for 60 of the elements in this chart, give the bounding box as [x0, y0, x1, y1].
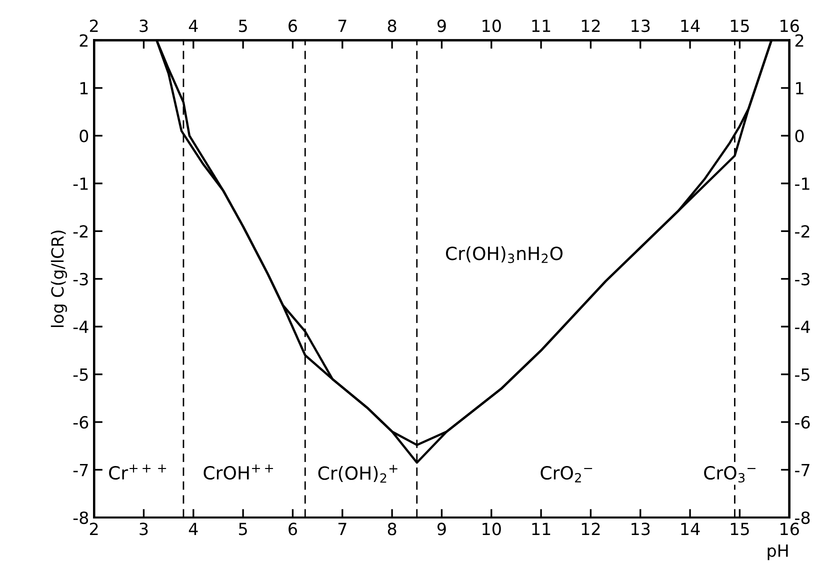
x-tick-label: 16	[780, 522, 799, 536]
y-tick-label: 0	[80, 130, 88, 142]
annotation: Cr(OH)$_{3}$nH$_{2}$O	[446, 246, 563, 264]
y2-tick-label: -6	[795, 416, 810, 429]
x2-tick-label: 7	[338, 20, 346, 32]
y2-tick-label: 0	[795, 130, 804, 142]
y2-tick-label: 1	[796, 82, 804, 94]
x-tick-label: 13	[632, 522, 650, 536]
x-tick-label: 10	[482, 522, 501, 536]
x2-tick-label: 13	[632, 20, 650, 32]
y2-tick-label: -3	[795, 272, 810, 286]
y2-tick-label: -4	[795, 320, 810, 333]
x-tick-label: 7	[338, 522, 346, 536]
x2-tick-label: 6	[288, 20, 297, 32]
x-tick-label: 5	[239, 522, 247, 536]
x-axis-title: pH	[768, 544, 788, 560]
y2-tick-label: -2	[795, 225, 810, 238]
y-tick-label: -3	[73, 272, 88, 286]
y2-tick-label: -7	[795, 464, 810, 476]
y-tick-label: 2	[80, 34, 88, 47]
x2-tick-label: 9	[437, 20, 446, 32]
x-tick-label: 8	[388, 522, 396, 536]
x-tick-label: 4	[188, 522, 198, 536]
y-tick-label: -4	[73, 320, 88, 333]
y-tick-label: -1	[73, 178, 88, 190]
annotation: CrO$_{3}$$^{−}$	[704, 466, 756, 483]
x2-tick-label: 8	[388, 20, 396, 32]
x-tick-label: 14	[681, 522, 700, 536]
x-tick-label: 12	[582, 522, 600, 536]
annotation: CrO$_{2}$$^{−}$	[540, 466, 592, 482]
y2-tick-label: -1	[795, 178, 810, 190]
y2-tick-label: -5	[795, 368, 810, 381]
annotation: Cr(OH)$_{2}$$^{+}$	[318, 464, 398, 483]
x2-tick-label: 12	[582, 20, 600, 32]
x2-tick-label: 16	[780, 20, 799, 32]
y-tick-label: -8	[73, 511, 88, 524]
x-tick-label: 3	[140, 522, 148, 536]
y-axis-title: log C(g/lCR)	[50, 230, 68, 327]
x-tick-label: 9	[437, 522, 446, 536]
annotation: CrOH$^{++}$	[204, 464, 273, 480]
y2-tick-label: -8	[795, 511, 810, 524]
x2-tick-label: 10	[482, 20, 501, 32]
y-tick-label: -2	[73, 225, 88, 238]
x2-tick-label: 15	[730, 20, 749, 32]
x-tick-label: 6	[288, 522, 297, 536]
x-tick-label: 11	[532, 522, 550, 536]
y2-tick-label: 2	[795, 34, 804, 47]
x2-tick-label: 11	[532, 20, 550, 32]
y-tick-label: 1	[80, 82, 88, 94]
x-tick-label: 2	[90, 522, 98, 536]
x2-tick-label: 5	[239, 20, 247, 32]
y-tick-label: -5	[73, 368, 88, 381]
y-tick-label: -6	[73, 416, 88, 429]
x2-tick-label: 14	[681, 20, 700, 32]
x2-tick-label: 4	[188, 20, 198, 32]
y-tick-label: -7	[73, 464, 88, 476]
annotation: Cr$^{+++}$	[109, 464, 166, 480]
x-tick-label: 15	[730, 522, 749, 536]
x2-tick-label: 3	[140, 20, 148, 32]
x2-tick-label: 2	[90, 20, 98, 32]
